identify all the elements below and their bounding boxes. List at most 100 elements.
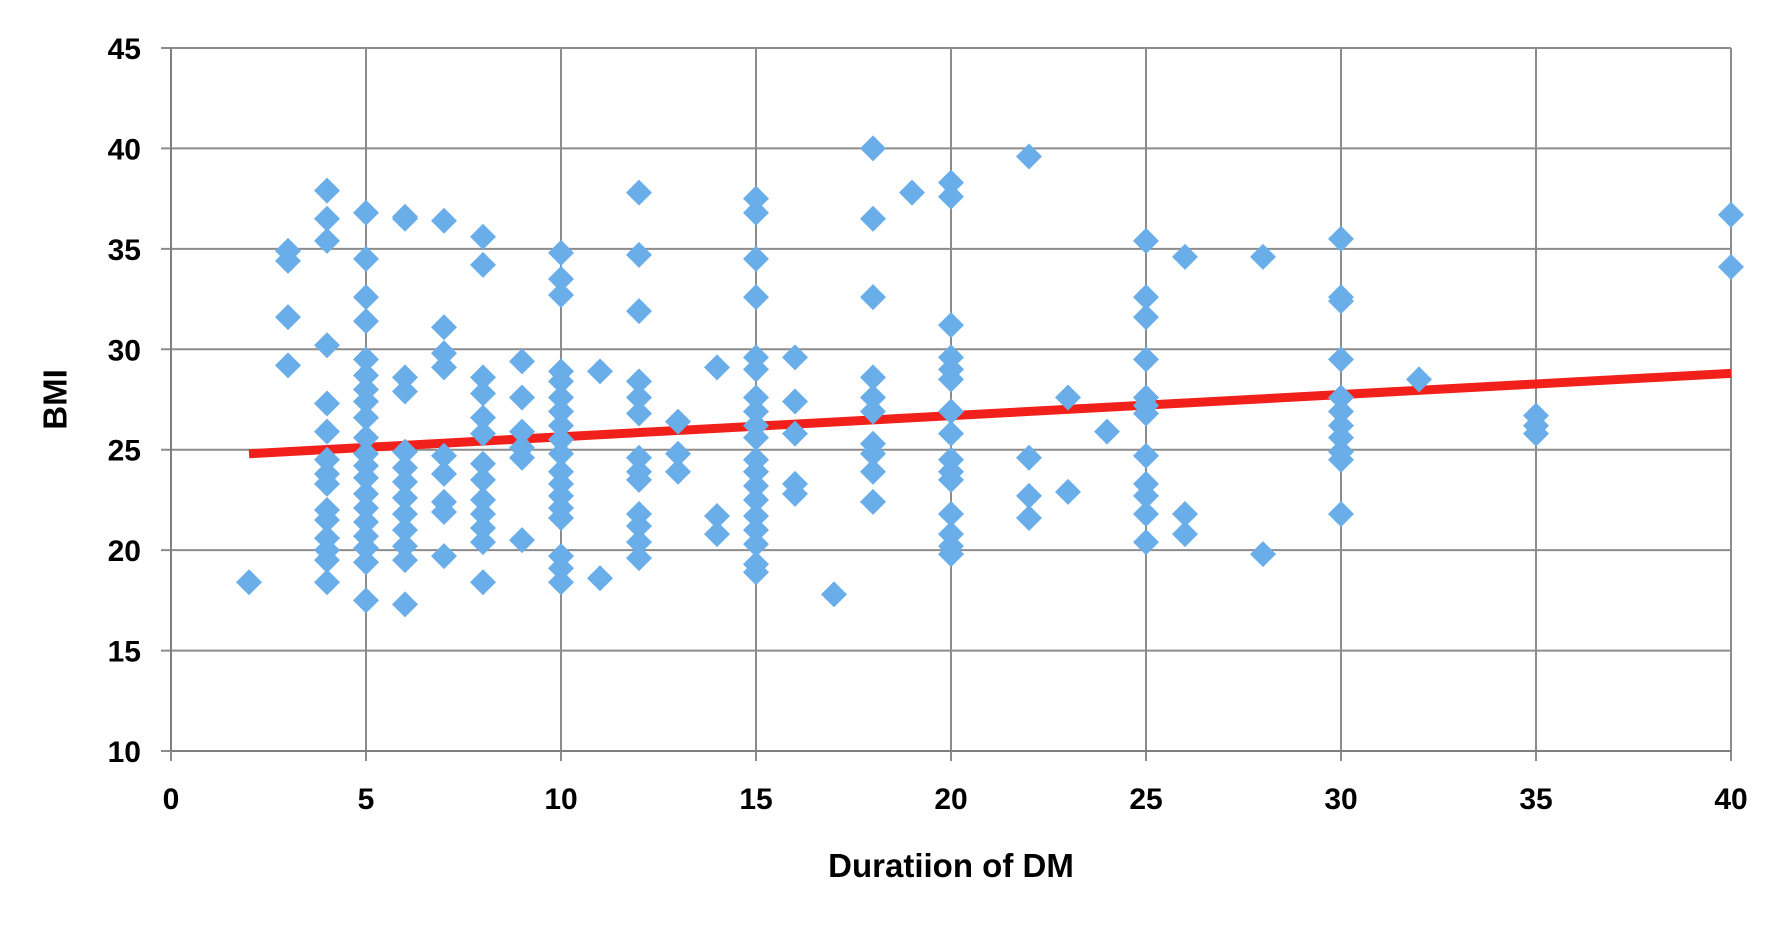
data-point (665, 408, 691, 435)
data-point (353, 284, 379, 311)
data-point (353, 464, 379, 491)
data-point (1133, 400, 1159, 427)
tick-labels: 0 5 10 15 20 25 30 35 40 10 15 20 25 30 35 40 45 (108, 33, 1748, 816)
data-point (470, 529, 496, 556)
y-axis-title: BMI (37, 369, 74, 430)
data-point (860, 205, 886, 232)
data-point (626, 298, 652, 325)
data-point (626, 529, 652, 556)
data-point (1328, 288, 1354, 315)
data-point (743, 458, 769, 485)
y-tick-label: 45 (108, 33, 141, 66)
data-point (860, 488, 886, 515)
data-point (353, 480, 379, 507)
data-point (392, 438, 418, 465)
data-point (782, 388, 808, 415)
data-point (743, 472, 769, 499)
data-point (743, 559, 769, 586)
data-point (1133, 284, 1159, 311)
data-point (938, 398, 964, 425)
data-point (860, 384, 886, 411)
data-point (314, 547, 340, 574)
data-point (392, 547, 418, 574)
data-point (743, 284, 769, 311)
y-tick-label: 25 (108, 435, 141, 468)
x-tick-label: 40 (1714, 783, 1747, 816)
y-tick-label: 10 (108, 736, 141, 769)
data-point (353, 404, 379, 431)
data-point (509, 418, 535, 445)
data-point (743, 531, 769, 558)
data-point (1328, 446, 1354, 473)
y-tick-label: 40 (108, 133, 141, 166)
data-point (431, 354, 457, 381)
x-axis-title: Duratiion of DM (828, 847, 1074, 884)
data-point (353, 346, 379, 373)
data-point (353, 388, 379, 415)
data-point (587, 358, 613, 385)
data-point (1133, 442, 1159, 469)
y-tick-label: 35 (108, 234, 141, 267)
data-point (392, 591, 418, 618)
data-point (392, 364, 418, 391)
data-point (626, 179, 652, 206)
data-point (704, 521, 730, 548)
data-point (1133, 346, 1159, 373)
data-point (743, 486, 769, 513)
data-point (314, 507, 340, 534)
data-point (470, 486, 496, 513)
trendline (248, 368, 1732, 459)
data-point (665, 440, 691, 467)
data-point (626, 368, 652, 395)
data-point (314, 569, 340, 596)
data-point (626, 545, 652, 572)
data-point (509, 527, 535, 554)
data-point (860, 398, 886, 425)
x-tick-label: 10 (544, 783, 577, 816)
data-point (470, 364, 496, 391)
data-point (1172, 521, 1198, 548)
data-point (743, 199, 769, 226)
data-point (938, 541, 964, 568)
data-point (1016, 482, 1042, 509)
data-point (899, 179, 925, 206)
data-point (548, 282, 574, 309)
data-point (1328, 346, 1354, 373)
data-point (938, 183, 964, 210)
data-point (821, 581, 847, 608)
data-point (1172, 243, 1198, 270)
data-point (626, 466, 652, 493)
data-point (470, 515, 496, 542)
data-point (1250, 243, 1276, 270)
data-point (548, 569, 574, 596)
data-point (860, 440, 886, 467)
data-point (314, 418, 340, 445)
data-point (392, 533, 418, 560)
data-point (1328, 225, 1354, 252)
data-point (1328, 398, 1354, 425)
data-point (353, 549, 379, 576)
data-point (743, 517, 769, 544)
data-point (392, 454, 418, 481)
data-point (1172, 500, 1198, 527)
data-point (353, 494, 379, 521)
data-point (704, 354, 730, 381)
data-point (275, 247, 301, 274)
x-tick-label: 35 (1519, 783, 1552, 816)
data-point (587, 565, 613, 592)
x-tick-label: 20 (934, 783, 967, 816)
data-point (314, 227, 340, 254)
data-point (509, 444, 535, 471)
data-point (1016, 143, 1042, 170)
data-point (548, 398, 574, 425)
y-tick-label: 20 (108, 535, 141, 568)
data-point (1094, 418, 1120, 445)
data-point (548, 384, 574, 411)
data-point (548, 368, 574, 395)
data-point (938, 366, 964, 393)
data-point (548, 440, 574, 467)
data-point (1250, 541, 1276, 568)
data-point (743, 384, 769, 411)
y-tick-label: 30 (108, 334, 141, 367)
data-point (938, 169, 964, 196)
